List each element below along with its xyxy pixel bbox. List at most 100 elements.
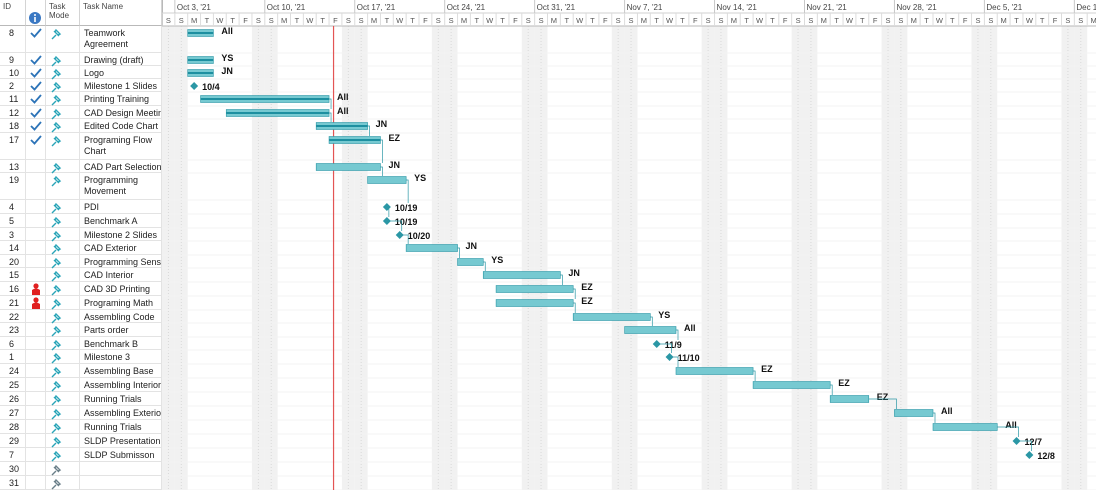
task-mode-cell[interactable]: [46, 119, 80, 133]
task-name[interactable]: CAD Design Meeting: [80, 106, 162, 118]
task-mode-cell[interactable]: [46, 364, 80, 378]
task-mode-cell[interactable]: [46, 282, 80, 296]
task-row[interactable]: 4 PDI: [0, 200, 162, 214]
milestone-diamond[interactable]: [190, 82, 199, 90]
task-row[interactable]: 15 CAD Interior: [0, 268, 162, 282]
task-row[interactable]: 9 Drawing (draft): [0, 53, 162, 67]
task-name[interactable]: [80, 462, 162, 475]
task-mode-cell[interactable]: [46, 337, 80, 351]
task-row[interactable]: 16 CAD 3D Printing: [0, 282, 162, 296]
task-bar[interactable]: [675, 367, 754, 375]
column-header-indicators[interactable]: [26, 0, 46, 26]
task-mode-cell[interactable]: [46, 420, 80, 434]
task-name[interactable]: Logo: [80, 66, 162, 78]
task-name[interactable]: CAD Interior: [80, 268, 162, 281]
task-row[interactable]: 12 CAD Design Meeting: [0, 106, 162, 120]
task-row[interactable]: 26 Running Trials: [0, 392, 162, 406]
task-bar[interactable]: [457, 258, 484, 266]
task-row[interactable]: 13 CAD Part Selection: [0, 160, 162, 174]
task-row[interactable]: 27 Assembling Exterior: [0, 406, 162, 420]
task-mode-cell[interactable]: [46, 26, 80, 52]
column-header-task-mode[interactable]: Task Mode: [46, 0, 80, 26]
task-row[interactable]: 22 Assembling Code: [0, 310, 162, 324]
task-row[interactable]: 2 Milestone 1 Slides: [0, 79, 162, 93]
task-name[interactable]: Assembling Interior: [80, 378, 162, 391]
task-bar[interactable]: [405, 244, 458, 252]
task-bar[interactable]: [495, 285, 574, 293]
task-mode-cell[interactable]: [46, 214, 80, 228]
task-name[interactable]: Programming Sensors: [80, 255, 162, 267]
task-mode-cell[interactable]: [46, 133, 80, 159]
task-mode-cell[interactable]: [46, 160, 80, 174]
task-mode-cell[interactable]: [46, 323, 80, 337]
task-mode-cell[interactable]: [46, 106, 80, 120]
task-row[interactable]: 18 Edited Code Chart: [0, 119, 162, 133]
task-bar[interactable]: [315, 163, 381, 171]
task-name[interactable]: Teamwork Agreement: [80, 26, 162, 52]
task-name[interactable]: Milestone 3: [80, 350, 162, 363]
task-mode-cell[interactable]: [46, 92, 80, 106]
task-mode-cell[interactable]: [46, 228, 80, 242]
task-name[interactable]: Programming Movement: [80, 173, 162, 199]
task-row[interactable]: 24 Assembling Base: [0, 364, 162, 378]
task-name[interactable]: CAD Part Selection: [80, 160, 162, 172]
column-header-id[interactable]: ID: [0, 0, 26, 26]
task-name[interactable]: Parts order: [80, 323, 162, 336]
task-name[interactable]: Drawing (draft): [80, 53, 162, 65]
milestone-diamond[interactable]: [652, 340, 661, 348]
task-mode-cell[interactable]: [46, 434, 80, 448]
task-name[interactable]: Assembling Code: [80, 310, 162, 322]
task-row[interactable]: 31: [0, 476, 162, 490]
task-row[interactable]: 25 Assembling Interior: [0, 378, 162, 392]
task-mode-cell[interactable]: [46, 406, 80, 420]
column-header-task-name[interactable]: Task Name: [80, 0, 162, 26]
task-row[interactable]: 20 Programming Sensors: [0, 255, 162, 269]
task-name[interactable]: PDI: [80, 200, 162, 213]
task-mode-cell[interactable]: [46, 392, 80, 406]
task-name[interactable]: Milestone 1 Slides: [80, 79, 162, 91]
task-bar[interactable]: [829, 395, 870, 403]
task-row[interactable]: 30: [0, 462, 162, 476]
task-row[interactable]: 28 Running Trials: [0, 420, 162, 434]
task-mode-cell[interactable]: [46, 173, 80, 199]
task-bar[interactable]: [572, 313, 651, 321]
task-name[interactable]: Milestone 2 Slides: [80, 228, 162, 240]
task-mode-cell[interactable]: [46, 350, 80, 364]
task-row[interactable]: 5 Benchmark A: [0, 214, 162, 228]
task-row[interactable]: 21 Programing Math: [0, 296, 162, 310]
task-name[interactable]: Assembling Exterior: [80, 406, 162, 419]
task-bar[interactable]: [752, 381, 831, 389]
task-name[interactable]: Running Trials: [80, 392, 162, 405]
task-bar[interactable]: [482, 271, 561, 279]
task-mode-cell[interactable]: [46, 241, 80, 255]
task-name[interactable]: CAD Exterior: [80, 241, 162, 254]
task-mode-cell[interactable]: [46, 53, 80, 67]
task-row[interactable]: 6 Benchmark B: [0, 337, 162, 351]
task-mode-cell[interactable]: [46, 310, 80, 324]
task-bar[interactable]: [624, 326, 677, 334]
task-row[interactable]: 29 SLDP Presentation: [0, 434, 162, 448]
task-name[interactable]: Assembling Base: [80, 364, 162, 377]
task-row[interactable]: 1 Milestone 3: [0, 350, 162, 364]
task-row[interactable]: 14 CAD Exterior: [0, 241, 162, 255]
task-name[interactable]: SLDP Presentation: [80, 434, 162, 447]
task-name[interactable]: [80, 476, 162, 489]
task-bar[interactable]: [495, 299, 574, 307]
task-name[interactable]: Benchmark A: [80, 214, 162, 227]
task-name[interactable]: Programing Flow Chart: [80, 133, 162, 159]
task-mode-cell[interactable]: [46, 66, 80, 80]
task-row[interactable]: 3 Milestone 2 Slides: [0, 228, 162, 242]
task-name[interactable]: CAD 3D Printing: [80, 282, 162, 295]
task-name[interactable]: SLDP Submisson: [80, 448, 162, 461]
task-mode-cell[interactable]: [46, 79, 80, 93]
task-mode-cell[interactable]: [46, 448, 80, 462]
task-mode-cell[interactable]: [46, 255, 80, 269]
task-row[interactable]: 7 SLDP Submisson: [0, 448, 162, 462]
task-row[interactable]: 17 Programing Flow Chart: [0, 133, 162, 160]
task-bar[interactable]: [894, 409, 934, 417]
task-mode-cell[interactable]: [46, 476, 80, 490]
task-name[interactable]: Programing Math: [80, 296, 162, 309]
task-row[interactable]: 8 Teamwork Agreement: [0, 26, 162, 53]
task-bar[interactable]: [367, 176, 407, 184]
task-row[interactable]: 10 Logo: [0, 66, 162, 80]
